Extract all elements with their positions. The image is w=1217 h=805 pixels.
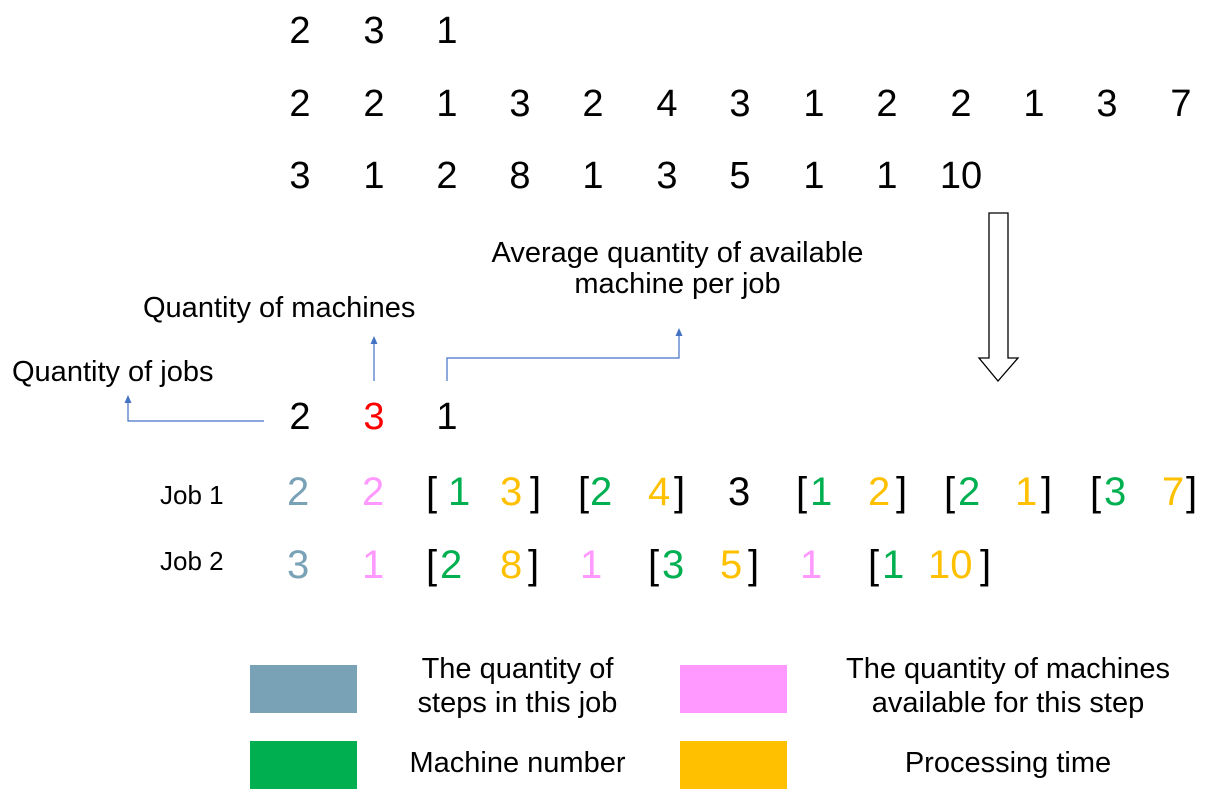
header-value-2: 3 <box>363 398 384 436</box>
job-1-token-16: [ <box>944 472 955 512</box>
job-1-token-3: [ <box>426 472 437 512</box>
job-2-token-14: 1 <box>882 545 904 585</box>
jobs-connector-arrowhead <box>125 395 132 403</box>
job-2-token-7: 1 <box>580 545 602 585</box>
job-1-token-19: ] <box>1041 472 1052 512</box>
annotation-average-line-1: Average quantity of available <box>440 238 915 269</box>
legend-text-machine-number: Machine number <box>380 746 655 780</box>
job-1-token-21: 3 <box>1104 472 1126 512</box>
legend-swatch-processing-time <box>680 741 787 789</box>
job-1-token-20: [ <box>1090 472 1101 512</box>
job-1-token-18: 1 <box>1015 472 1037 512</box>
job-1-token-9: 4 <box>648 472 670 512</box>
job-1-token-6: ] <box>530 472 541 512</box>
job-1-token-23: ] <box>1186 472 1197 512</box>
legend-swatch-steps <box>250 665 357 713</box>
legend-machines-line-2: available for this step <box>808 686 1208 720</box>
header-value-1: 2 <box>289 398 310 436</box>
job-1-token-1: 2 <box>287 472 309 512</box>
legend-steps-line-1: The quantity of <box>380 652 655 686</box>
legend-steps-line-2: steps in this job <box>380 686 655 720</box>
down-arrow-icon <box>979 213 1018 381</box>
job-1-token-13: 1 <box>810 472 832 512</box>
job-1-token-12: [ <box>796 472 807 512</box>
annotation-average-line-2: machine per job <box>440 269 915 300</box>
legend-text-processing-time: Processing time <box>808 746 1208 780</box>
job-2-token-10: 5 <box>720 545 742 585</box>
job-2-token-8: [ <box>648 545 659 585</box>
job-2-token-2: 1 <box>362 545 384 585</box>
job-2-token-9: 3 <box>662 545 684 585</box>
avg-connector-line <box>447 336 679 381</box>
job-2-token-15: 10 <box>928 545 973 585</box>
machines-connector-arrowhead <box>371 336 378 344</box>
job-1-token-10: ] <box>674 472 685 512</box>
legend-text-steps: The quantity of steps in this job <box>380 652 655 720</box>
avg-connector-arrowhead <box>676 328 683 336</box>
job-2-token-11: ] <box>748 545 759 585</box>
job-1-token-22: 7 <box>1162 472 1184 512</box>
legend-swatch-machines-available <box>680 665 787 713</box>
annotation-quantity-of-jobs: Quantity of jobs <box>12 357 214 388</box>
job-1-token-7: [ <box>578 472 589 512</box>
job-2-token-5: 8 <box>500 545 522 585</box>
job-1-token-2: 2 <box>362 472 384 512</box>
job-1-token-4: 1 <box>448 472 470 512</box>
job-2-label: Job 2 <box>160 548 224 574</box>
job-2-token-3: [ <box>426 545 437 585</box>
job-2-token-16: ] <box>980 545 991 585</box>
job-2-token-1: 3 <box>287 545 309 585</box>
legend-swatch-machine-number <box>250 741 357 789</box>
job-1-token-5: 3 <box>500 472 522 512</box>
legend-machines-line-1: The quantity of machines <box>808 652 1208 686</box>
jobs-connector-line <box>128 402 264 421</box>
job-1-token-8: 2 <box>590 472 612 512</box>
job-1-token-14: 2 <box>868 472 890 512</box>
job-1-token-11: 3 <box>728 472 750 512</box>
annotation-quantity-of-machines: Quantity of machines <box>143 293 415 324</box>
job-2-token-13: [ <box>868 545 879 585</box>
job-2-token-12: 1 <box>800 545 822 585</box>
job-1-label: Job 1 <box>160 482 224 508</box>
header-value-3: 1 <box>436 398 457 436</box>
job-2-token-6: ] <box>528 545 539 585</box>
job-2-token-4: 2 <box>440 545 462 585</box>
legend-text-machines-available: The quantity of machines available for t… <box>808 652 1208 720</box>
job-1-token-15: ] <box>896 472 907 512</box>
annotation-average-quantity: Average quantity of available machine pe… <box>440 238 915 301</box>
job-1-token-17: 2 <box>958 472 980 512</box>
